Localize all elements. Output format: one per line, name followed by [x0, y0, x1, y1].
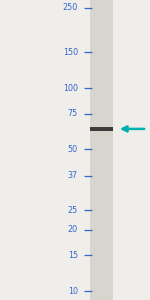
Text: 37: 37	[68, 171, 78, 180]
Bar	[90, 0, 112, 300]
Text: 25: 25	[68, 206, 78, 215]
Text: 75: 75	[68, 109, 78, 118]
Text: 10: 10	[68, 286, 78, 296]
Text: 50: 50	[68, 145, 78, 154]
Text: 20: 20	[68, 226, 78, 235]
Bar	[90, 127, 113, 131]
Text: 15: 15	[68, 251, 78, 260]
Text: 100: 100	[63, 84, 78, 93]
Text: 150: 150	[63, 48, 78, 57]
Text: 250: 250	[63, 3, 78, 12]
